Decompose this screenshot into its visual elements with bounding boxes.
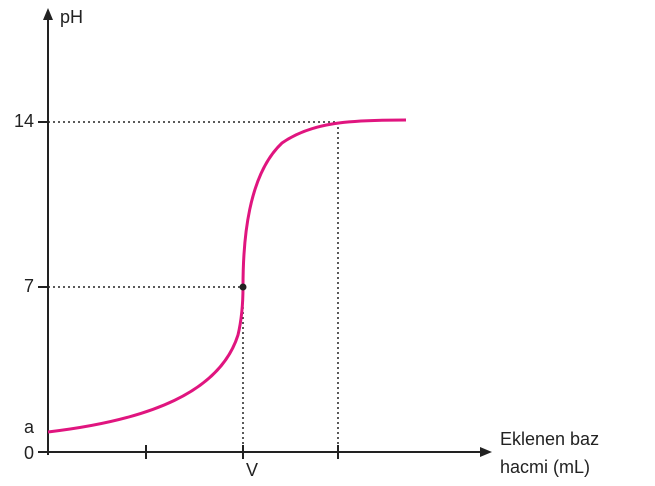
x-axis-arrow bbox=[480, 447, 492, 457]
equivalence-point bbox=[239, 283, 247, 291]
y-tick-label: 0 bbox=[24, 443, 34, 463]
y-tick-label: 14 bbox=[14, 111, 34, 131]
y-axis-arrow bbox=[43, 8, 53, 20]
y-axis-label: pH bbox=[60, 7, 83, 27]
x-axis-label: hacmi (mL) bbox=[500, 457, 590, 477]
x-tick-label: V bbox=[246, 460, 258, 480]
y-tick-label: a bbox=[24, 417, 35, 437]
y-tick-label: 7 bbox=[24, 276, 34, 296]
x-axis-label: Eklenen baz bbox=[500, 429, 599, 449]
titration-curve bbox=[47, 118, 407, 434]
